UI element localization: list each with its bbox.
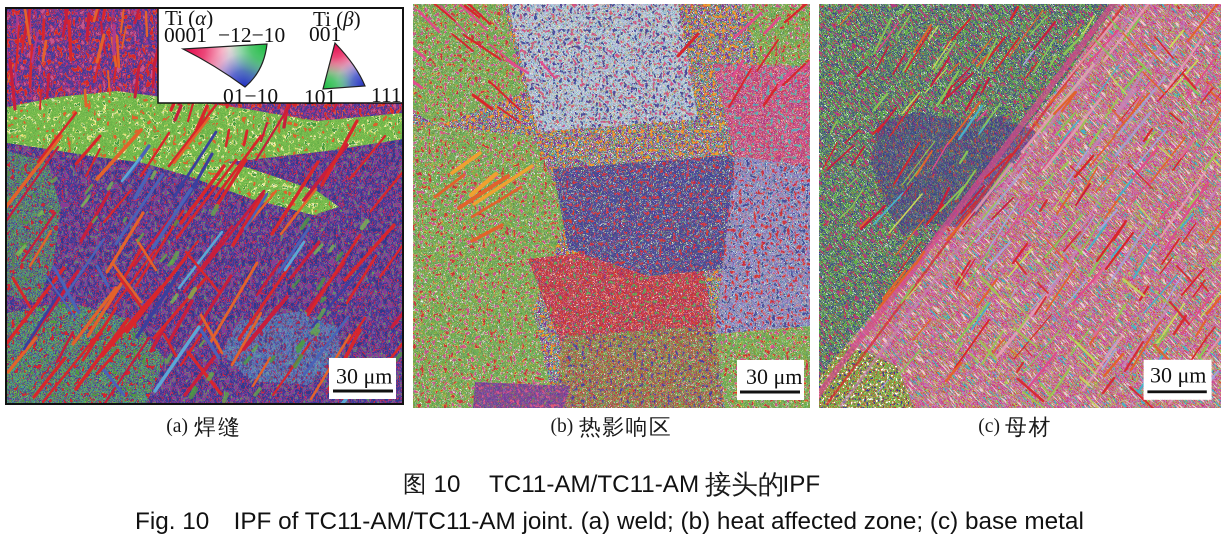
svg-text:01−10: 01−10	[223, 84, 278, 108]
svg-text:0001: 0001	[164, 23, 207, 47]
svg-text:Ti (β): Ti (β)	[313, 9, 361, 31]
svg-text:30 μm: 30 μm	[746, 364, 802, 389]
svg-text:Ti (α): Ti (α)	[165, 9, 213, 30]
svg-text:−12−10: −12−10	[218, 23, 285, 47]
svg-text:111: 111	[371, 83, 402, 107]
svg-text:30 μm: 30 μm	[1150, 363, 1206, 388]
svg-text:001: 001	[309, 22, 341, 46]
svg-text:30 μm: 30 μm	[336, 364, 392, 389]
